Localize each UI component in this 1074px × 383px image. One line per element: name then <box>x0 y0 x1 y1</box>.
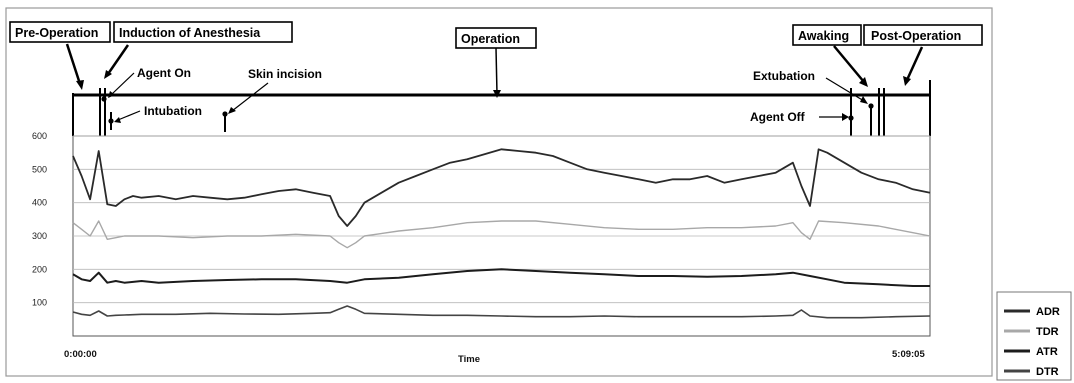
agent-off-arrowhead <box>842 113 849 121</box>
induction-label: Induction of Anesthesia <box>119 26 261 40</box>
phase-arrows <box>65 43 924 98</box>
extubation-arrow <box>825 77 865 102</box>
series-line-atr <box>72 268 930 287</box>
post-operation-arrowhead <box>903 76 911 86</box>
figure-border <box>5 7 993 377</box>
skin-incision-arrow <box>231 82 269 112</box>
awaking-box <box>792 24 862 46</box>
agent-on-arrow <box>111 72 135 95</box>
x-start-label: 0:00:00 <box>64 349 97 360</box>
agent-on-arrowhead <box>108 91 115 98</box>
pre-operation-label: Pre-Operation <box>15 26 98 40</box>
y-tick-labels: 100 200 300 400 500 600 <box>32 131 47 308</box>
phase-timeline <box>72 80 931 136</box>
series-line-tdr <box>72 220 931 249</box>
legend-label-tdr: TDR <box>1036 326 1059 338</box>
intubation-arrowhead <box>114 117 121 123</box>
legend-label-adr: ADR <box>1036 306 1060 318</box>
post-operation-box <box>863 24 983 46</box>
series-line-adr <box>72 148 931 227</box>
extubation-dot <box>868 103 874 109</box>
awaking-arrowhead <box>859 77 868 87</box>
induction-box <box>113 21 293 43</box>
grid-lines <box>73 135 930 304</box>
operation-arrowhead <box>493 90 501 98</box>
post-operation-arrow <box>905 46 924 81</box>
agent-off-label: Agent Off <box>750 110 806 124</box>
x-end-label: 5:09:05 <box>892 349 925 360</box>
intubation-label: Intubation <box>144 104 202 118</box>
legend-box <box>996 291 1072 381</box>
skin-incision-label: Skin incision <box>248 67 322 81</box>
event-annotations: Agent On Intubation Skin incision Extuba… <box>108 66 868 124</box>
legend-label-atr: ATR <box>1036 346 1058 358</box>
pre-operation-arrowhead <box>76 80 84 90</box>
y-tick-label-100: 100 <box>32 298 47 308</box>
legend: ADR TDR ATR DTR <box>1004 306 1060 378</box>
agent-on-dot <box>101 96 107 102</box>
extubation-label: Extubation <box>753 69 815 83</box>
x-axis-title: Time <box>458 354 480 365</box>
post-operation-label: Post-Operation <box>871 29 961 43</box>
intubation-arrow <box>117 110 141 121</box>
operation-label: Operation <box>461 32 520 46</box>
y-tick-label-400: 400 <box>32 198 47 208</box>
agent-on-label: Agent On <box>137 66 191 80</box>
pre-operation-arrow <box>65 43 82 85</box>
legend-label-dtr: DTR <box>1036 366 1059 378</box>
y-tick-label-500: 500 <box>32 164 47 174</box>
awaking-arrow <box>833 45 865 83</box>
series-line-dtr <box>72 305 931 319</box>
y-tick-label-300: 300 <box>32 231 47 241</box>
induction-arrowhead <box>104 70 112 79</box>
skin-incision-arrowhead <box>228 107 236 114</box>
extubation-arrowhead <box>860 96 868 104</box>
agent-off-dot <box>848 115 854 121</box>
induction-arrow <box>106 44 130 75</box>
series-lines <box>72 148 931 319</box>
operation-arrow <box>495 47 498 95</box>
intubation-dot <box>108 118 114 124</box>
y-tick-label-200: 200 <box>32 264 47 274</box>
pre-operation-box <box>9 21 111 43</box>
skin-incision-dot <box>222 111 228 117</box>
y-tick-label-600: 600 <box>32 131 47 141</box>
awaking-label: Awaking <box>798 29 849 43</box>
